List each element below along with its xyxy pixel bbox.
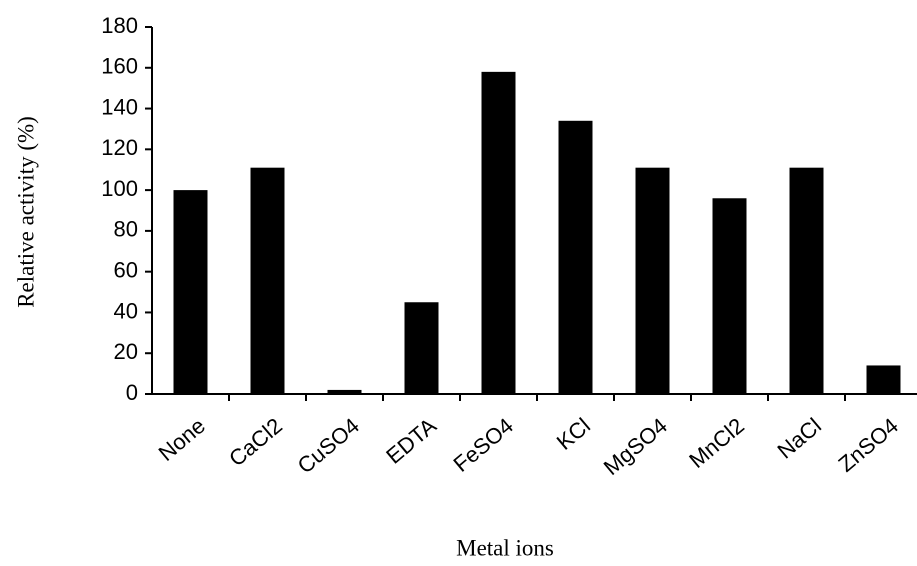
x-tick-label: MgSO4: [599, 413, 672, 480]
x-tick-label: CuSO4: [293, 413, 364, 479]
y-axis-label: Relative activity (%): [13, 116, 38, 308]
bar: [404, 302, 439, 394]
x-tick-label: KCl: [552, 413, 595, 455]
y-tick-label: 100: [101, 176, 138, 201]
x-tick-label: EDTA: [381, 413, 441, 469]
bar: [789, 167, 824, 394]
y-tick-label: 20: [114, 339, 138, 364]
bar: [250, 167, 285, 394]
y-tick-label: 180: [101, 13, 138, 38]
x-tick-label: None: [154, 413, 210, 466]
bar: [173, 190, 208, 394]
y-tick-label: 60: [114, 257, 138, 282]
bar: [712, 198, 747, 394]
y-tick-label: 0: [126, 380, 138, 405]
bar: [327, 389, 362, 394]
bar: [558, 120, 593, 395]
x-tick-label: FeSO4: [449, 413, 518, 477]
y-tick-label: 80: [114, 217, 138, 242]
x-tick-label: MnCl2: [684, 413, 749, 473]
bar: [866, 365, 901, 394]
y-tick-label: 40: [114, 298, 138, 323]
y-tick-label: 140: [101, 94, 138, 119]
x-tick-label: NaCl: [772, 413, 826, 464]
x-tick-label: CaCl2: [224, 413, 287, 471]
y-tick-label: 120: [101, 135, 138, 160]
y-tick-label: 160: [101, 54, 138, 79]
bar: [481, 71, 516, 394]
x-axis-label: Metal ions: [456, 535, 554, 560]
bar: [635, 167, 670, 394]
x-tick-label: ZnSO4: [834, 413, 903, 477]
